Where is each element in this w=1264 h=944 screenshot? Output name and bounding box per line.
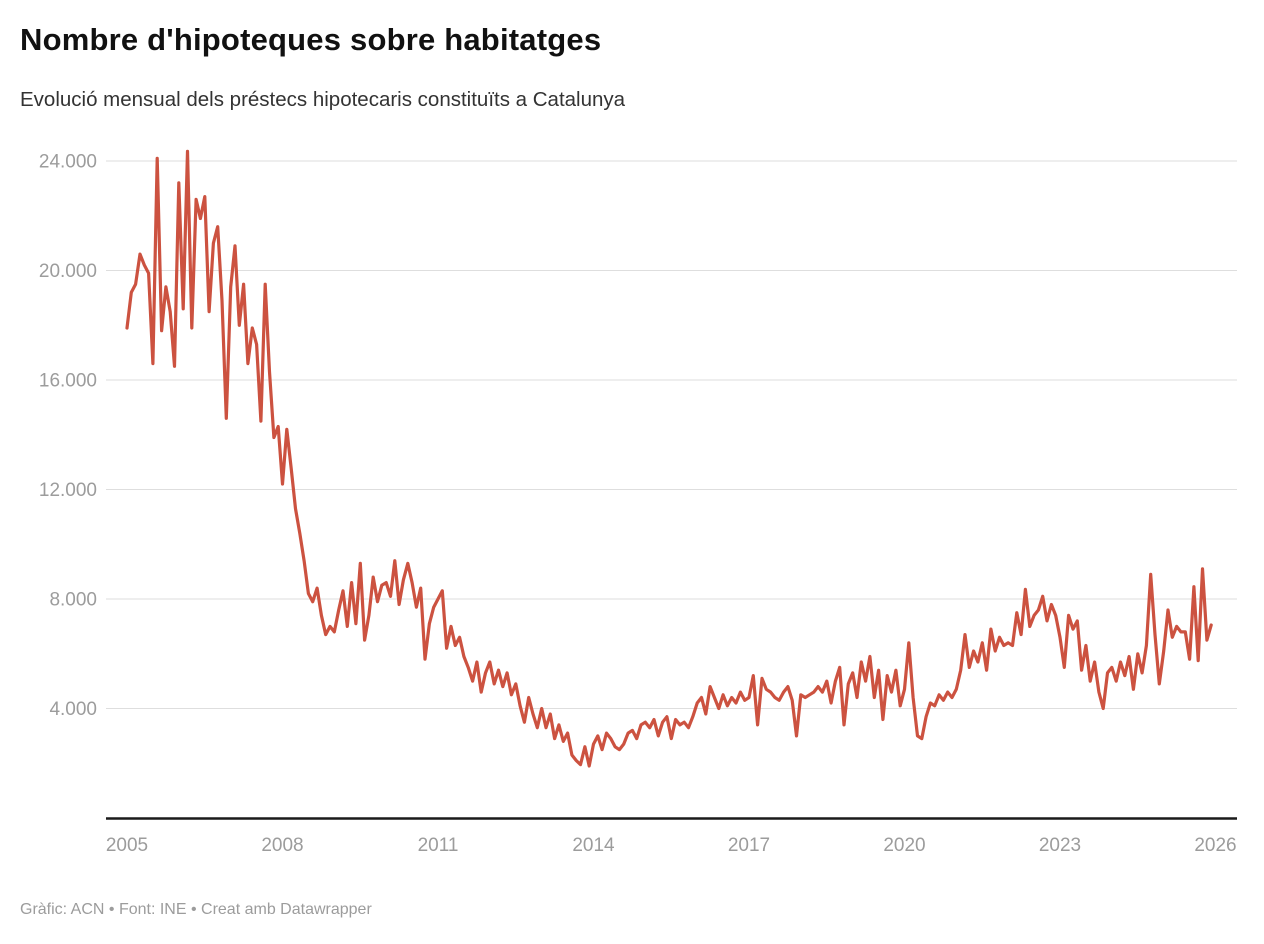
y-axis-tick-label: 4.000 — [49, 699, 97, 720]
x-axis-tick-label: 2026 — [1194, 835, 1236, 856]
x-axis-tick-label: 2008 — [261, 835, 303, 856]
x-axis-tick-label: 2005 — [106, 835, 148, 856]
chart-credit: Gràfic: ACN • Font: INE • Creat amb Data… — [20, 901, 372, 918]
x-axis-tick-label: 2017 — [728, 835, 770, 856]
line-chart: 24.000 20.000 16.000 12.000 8.000 4.000 2005 20… — [0, 140, 1264, 880]
x-axis-tick-label: 2011 — [418, 835, 459, 856]
x-axis-tick-label: 2014 — [572, 835, 615, 856]
y-axis-tick-label: 12.000 — [39, 480, 97, 501]
line-chart-svg: 24.000 20.000 16.000 12.000 8.000 4.000 2005 20… — [39, 149, 1237, 856]
x-axis-tick-label: 2020 — [883, 835, 925, 856]
chart-subtitle: Evolució mensual dels préstecs hipotecar… — [20, 88, 626, 111]
chart-title: Nombre d'hipoteques sobre habitatges — [20, 22, 602, 57]
x-axis-tick-label: 2023 — [1039, 835, 1081, 856]
y-axis-tick-label: 16.000 — [39, 371, 97, 392]
y-axis-tick-label: 24.000 — [39, 152, 97, 173]
y-axis-tick-label: 8.000 — [49, 590, 97, 611]
y-axis-tick-label: 20.000 — [39, 261, 97, 282]
mortgages-data-line — [125, 149, 1213, 768]
